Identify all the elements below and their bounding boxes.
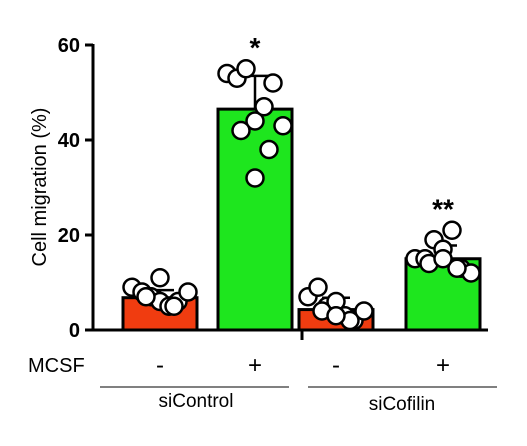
y-tick-label: 40 (58, 130, 80, 152)
data-point (178, 282, 198, 302)
data-point (254, 97, 274, 117)
mcsf-sign-label: - (156, 352, 164, 379)
significance-label: * (250, 32, 261, 63)
group-label-sicofilin: siCofilin (369, 394, 436, 415)
y-tick-label: 60 (58, 35, 80, 57)
data-point (326, 306, 346, 326)
y-tick-label: 20 (58, 225, 80, 247)
data-point (259, 139, 279, 160)
data-point (433, 249, 453, 269)
y-ticks: 0 20 40 60 (58, 35, 93, 342)
data-point (273, 116, 293, 136)
data-point (164, 296, 184, 316)
data-point (245, 168, 265, 188)
data-point (231, 120, 251, 141)
significance-label: ** (432, 193, 454, 224)
mcsf-sign-label: + (248, 352, 262, 379)
y-axis-title: Cell migration (%) (29, 108, 51, 267)
data-point (150, 268, 170, 288)
bar-labels: - + * - + ** (156, 32, 454, 379)
data-point (308, 277, 328, 297)
data-point (136, 287, 156, 307)
data-points (122, 59, 481, 331)
group-label-sicontrol: siControl (159, 391, 234, 412)
mcsf-sign-label: - (332, 352, 340, 379)
data-point (442, 220, 462, 240)
y-tick-label: 0 (69, 320, 80, 342)
data-point (245, 111, 265, 131)
data-point (263, 73, 283, 93)
bar (216, 107, 294, 332)
mcsf-sign-label: + (436, 352, 450, 379)
data-point (236, 59, 256, 79)
data-point (354, 301, 374, 321)
data-point (447, 258, 467, 278)
mcsf-row-label: MCSF (28, 355, 85, 377)
